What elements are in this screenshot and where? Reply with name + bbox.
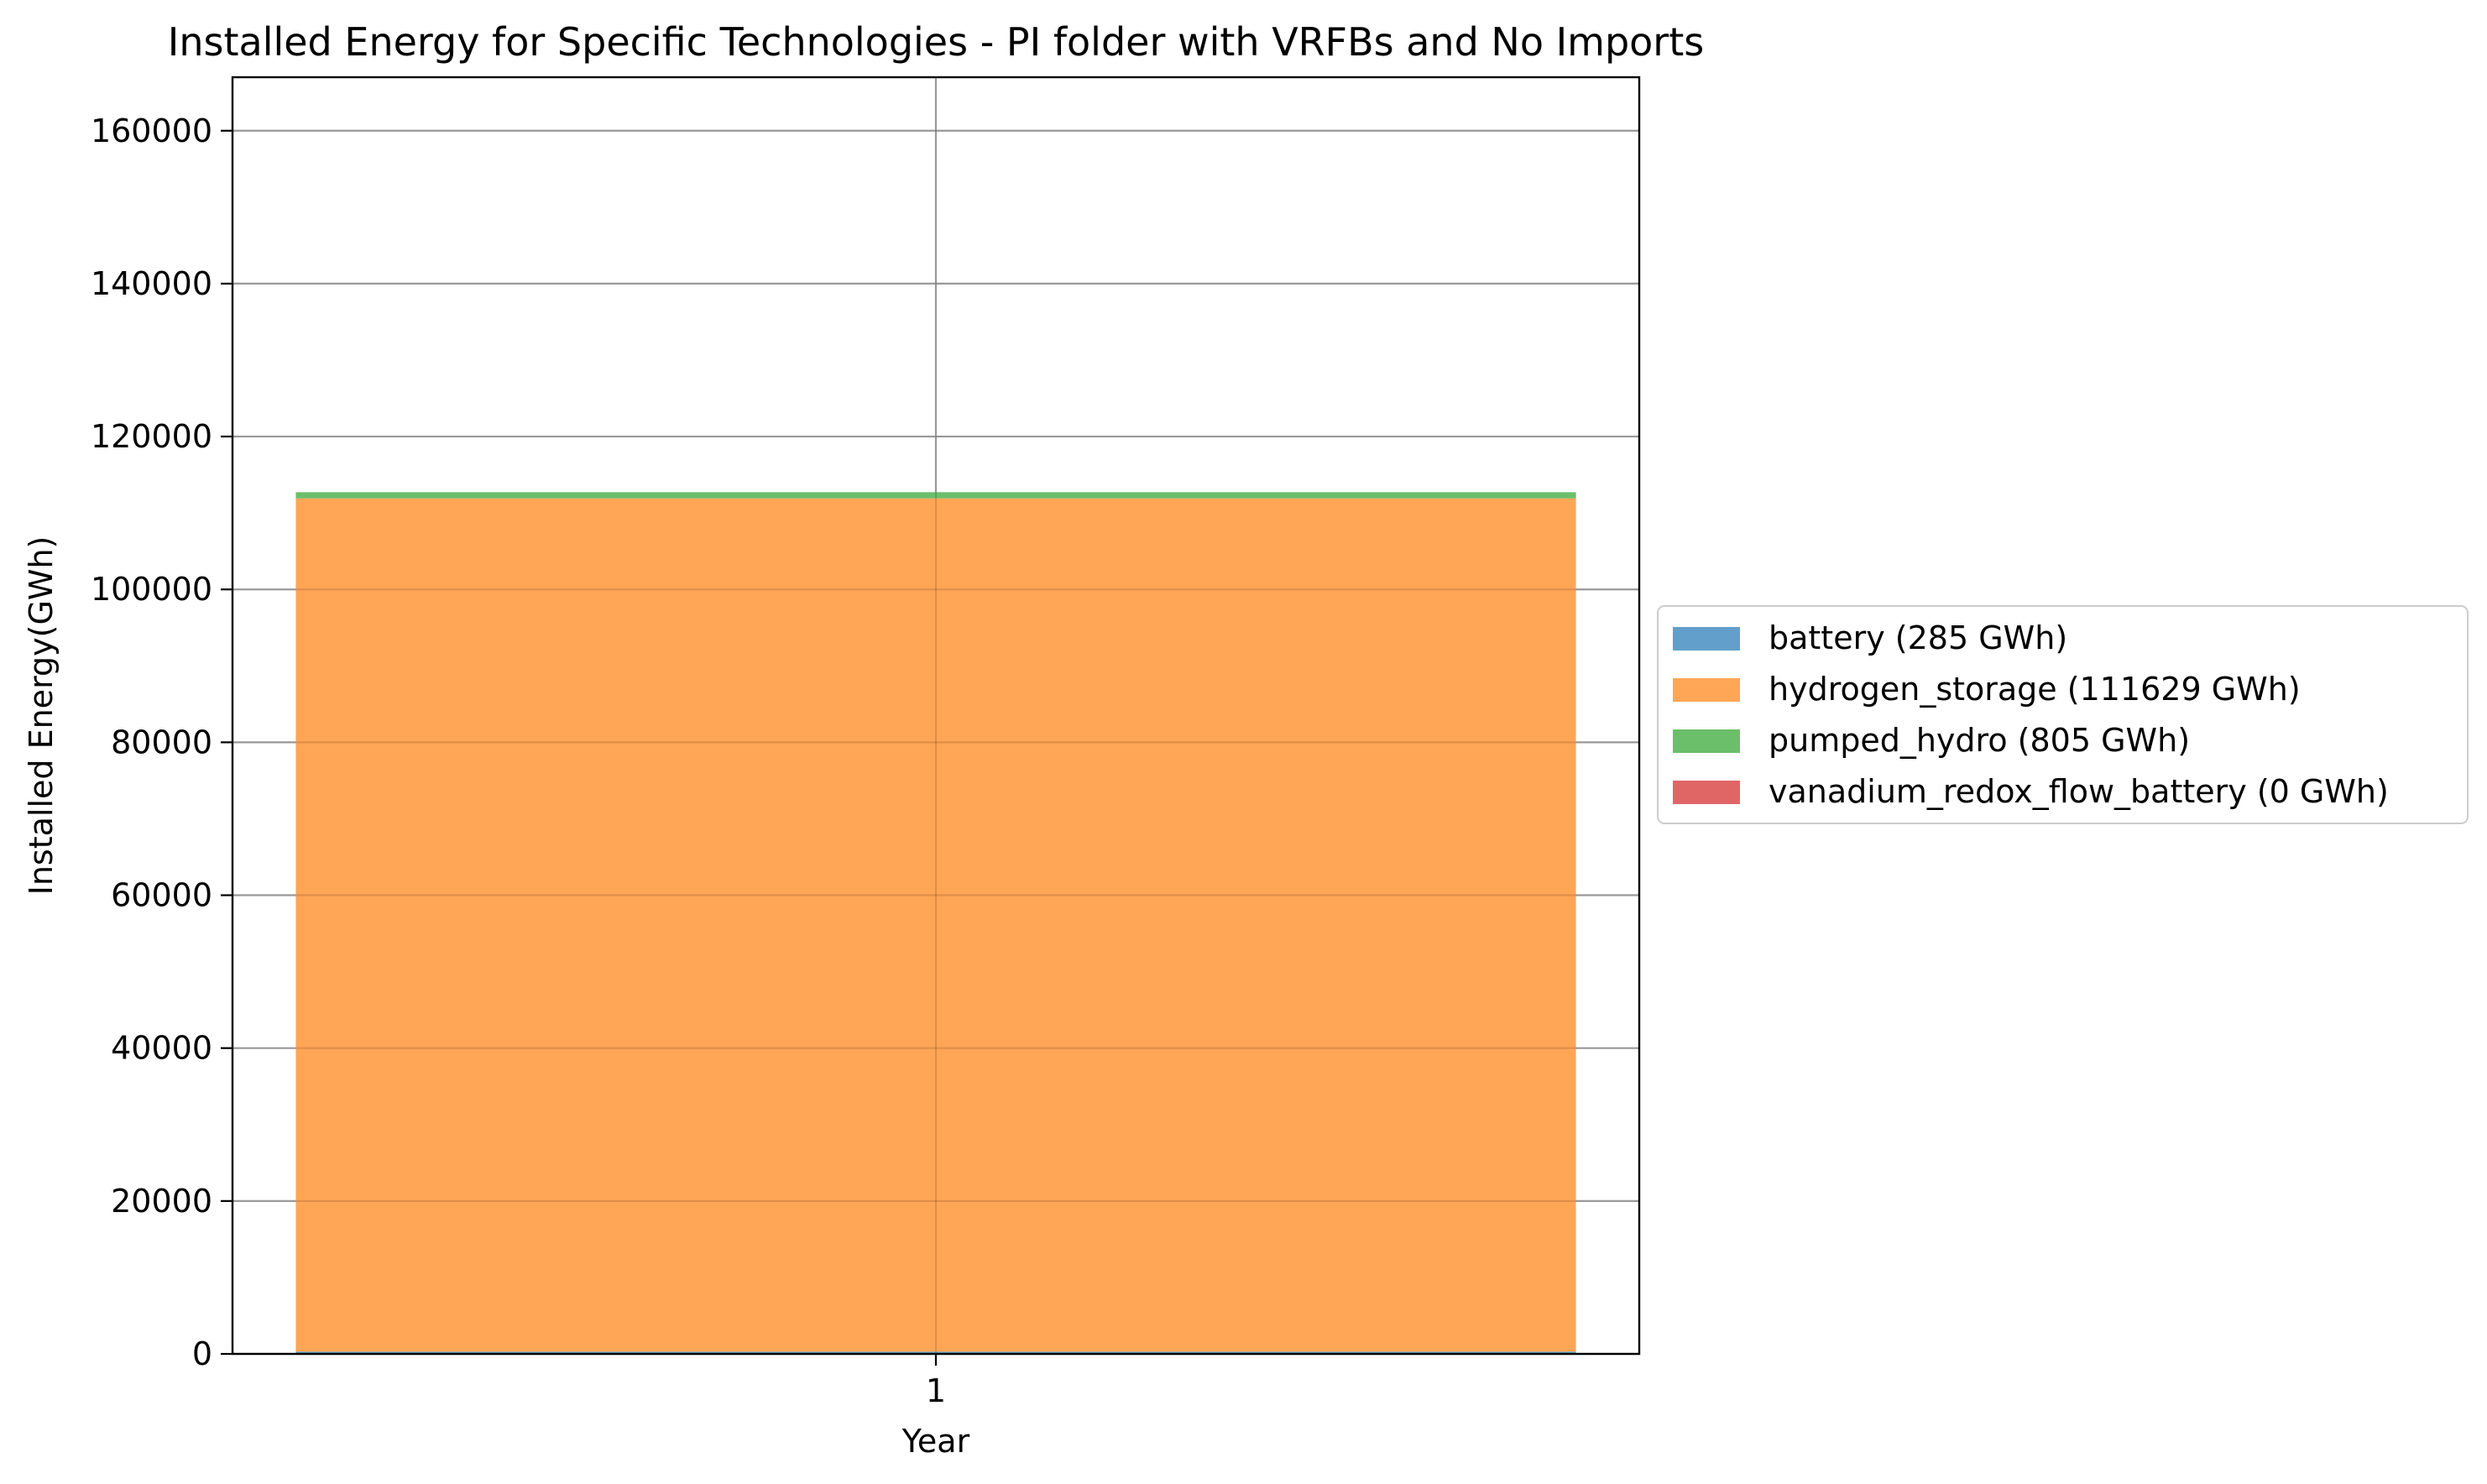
y-tick-label: 100000 bbox=[91, 571, 212, 608]
legend: battery (285 GWh) hydrogen_storage (11162… bbox=[1657, 605, 2469, 824]
x-axis-title: Year bbox=[901, 1423, 970, 1460]
legend-label-2: pumped_hydro (805 GWh) bbox=[1769, 722, 2190, 759]
x-tick-label: 1 bbox=[926, 1372, 946, 1409]
ticks-layer: 0 20000 40000 60000 80000 100000 120000 140000 1… bbox=[91, 112, 946, 1409]
bar-segment-0 bbox=[295, 1351, 1576, 1354]
y-tick-label: 20000 bbox=[111, 1183, 212, 1220]
y-tick-label: 120000 bbox=[91, 418, 212, 455]
y-tick-label: 160000 bbox=[91, 112, 212, 149]
y-tick-label: 40000 bbox=[111, 1030, 212, 1067]
legend-label-0: battery (285 GWh) bbox=[1769, 619, 2067, 656]
legend-swatch-2 bbox=[1673, 729, 1740, 753]
legend-swatch-3 bbox=[1673, 781, 1740, 804]
legend-swatch-0 bbox=[1673, 627, 1740, 651]
chart-title: Installed Energy for Specific Technologi… bbox=[168, 19, 1704, 65]
legend-label-3: vanadium_redox_flow_battery (0 GWh) bbox=[1769, 773, 2389, 810]
legend-frame bbox=[1657, 605, 2469, 824]
bar-segment-2 bbox=[295, 492, 1576, 499]
y-tick-label: 140000 bbox=[91, 265, 212, 302]
y-tick-label: 0 bbox=[192, 1335, 212, 1372]
y-axis-title: Installed Energy(GWh) bbox=[23, 536, 60, 896]
bars-layer bbox=[295, 492, 1576, 1354]
bar-segment-1 bbox=[295, 498, 1576, 1352]
y-tick-label: 60000 bbox=[111, 877, 212, 914]
y-tick-label: 80000 bbox=[111, 724, 212, 760]
legend-label-1: hydrogen_storage (111629 GWh) bbox=[1769, 671, 2301, 708]
legend-swatch-1 bbox=[1673, 678, 1740, 702]
